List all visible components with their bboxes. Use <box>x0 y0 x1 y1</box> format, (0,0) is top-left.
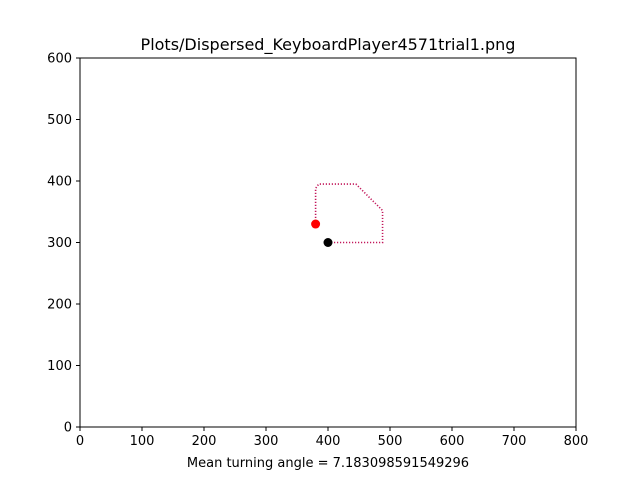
start-point-marker <box>323 238 333 247</box>
end-point-marker <box>311 219 321 229</box>
x-axis-label: Mean turning angle = 7.183098591549296 <box>187 456 469 471</box>
y-tick-label: 0 <box>64 421 72 436</box>
x-tick-label: 800 <box>564 434 589 449</box>
axis-ticks: 0 100 200 300 400 500 600 700 800 0 100 200 300 400 50… <box>47 52 588 450</box>
x-tick-label: 0 <box>76 434 84 449</box>
x-tick-label: 200 <box>192 434 217 449</box>
chart-title: Plots/Dispersed_KeyboardPlayer4571trial1… <box>141 35 516 55</box>
plot-marks <box>311 183 384 247</box>
x-tick-label: 300 <box>254 434 279 449</box>
x-tick-label: 100 <box>130 434 155 449</box>
y-tick-label: 400 <box>47 175 72 190</box>
x-tick-label: 700 <box>502 434 527 449</box>
x-tick-label: 600 <box>440 434 465 449</box>
y-tick-label: 500 <box>47 113 72 128</box>
x-tick-label: 400 <box>316 434 341 449</box>
y-tick-label: 600 <box>47 52 72 67</box>
y-tick-label: 200 <box>47 298 72 313</box>
y-tick-label: 100 <box>47 359 72 374</box>
x-tick-label: 500 <box>378 434 403 449</box>
y-tick-label: 300 <box>47 236 72 251</box>
trajectory-line <box>314 183 384 244</box>
